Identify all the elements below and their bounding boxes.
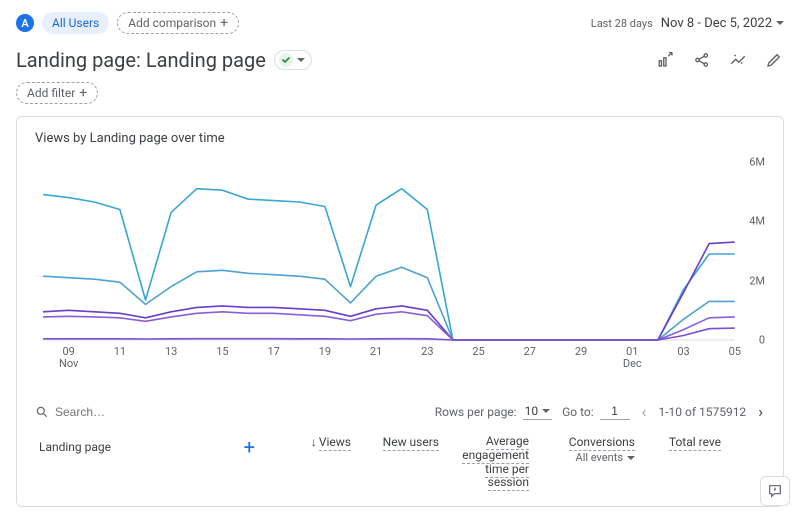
chevron-down-icon (627, 456, 635, 460)
action-icons (656, 50, 784, 70)
chat-bubble-icon (767, 483, 783, 499)
add-comparison-button[interactable]: Add comparison + (117, 12, 239, 34)
date-range-picker[interactable]: Nov 8 - Dec 5, 2022 (661, 16, 784, 31)
prev-page-button[interactable]: ‹ (640, 402, 649, 421)
chart-area: 02M4M6M09Nov1113151719212325272901Dec030… (35, 150, 765, 376)
customize-report-icon[interactable] (656, 50, 676, 70)
col-conversions[interactable]: Conversions All events (533, 431, 639, 468)
add-dimension-button[interactable]: + (244, 435, 261, 459)
col-views[interactable]: ↓Views (265, 431, 355, 453)
col-new-users[interactable]: New users (355, 431, 443, 453)
conversions-filter[interactable]: All events (537, 451, 635, 464)
sort-desc-icon: ↓ (311, 435, 317, 449)
search-icon (35, 405, 49, 419)
goto-input[interactable] (600, 403, 630, 420)
table-header: Landing page + ↓Views New users Average … (35, 431, 765, 494)
filter-bar: A All Users Add comparison + Last 28 day… (16, 12, 784, 34)
plus-icon: + (220, 15, 228, 31)
col-landing-page[interactable]: Landing page + (35, 431, 265, 463)
rows-per-page-select[interactable]: 10 (523, 404, 553, 420)
plus-icon: + (79, 85, 87, 101)
share-icon[interactable] (692, 50, 712, 70)
chart-title: Views by Landing page over time (35, 131, 765, 146)
goto-label: Go to: (562, 405, 594, 419)
status-chip[interactable] (274, 50, 312, 70)
title-row: Landing page: Landing page (16, 48, 784, 72)
col-total-revenue[interactable]: Total reve (639, 431, 725, 453)
table-controls: Rows per page: 10 Go to: ‹ 1-10 of 15759… (35, 402, 765, 421)
search-input[interactable] (55, 405, 235, 419)
chevron-down-icon (776, 21, 784, 25)
insights-icon[interactable] (728, 50, 748, 70)
chart-card: Views by Landing page over time 02M4M6M0… (16, 116, 784, 507)
pager-range: 1-10 of 1575912 (658, 405, 746, 419)
date-range-value: Nov 8 - Dec 5, 2022 (661, 16, 772, 31)
col-avg-engagement[interactable]: Average engagement time per session (443, 431, 533, 494)
search-box[interactable] (35, 405, 425, 419)
add-filter-label: Add filter (27, 86, 75, 100)
edit-icon[interactable] (764, 50, 784, 70)
chevron-down-icon (542, 409, 550, 413)
add-filter-button[interactable]: Add filter + (16, 82, 98, 104)
add-comparison-label: Add comparison (128, 16, 216, 30)
next-page-button[interactable]: › (756, 402, 765, 421)
rows-per-page-label: Rows per page: (435, 405, 517, 419)
feedback-button[interactable] (760, 476, 790, 506)
segment-badge: A (16, 14, 34, 32)
check-circle-icon (279, 53, 293, 67)
segment-all-users[interactable]: All Users (42, 12, 109, 34)
page-title: Landing page: Landing page (16, 48, 266, 72)
date-range-label: Last 28 days (591, 17, 653, 30)
chevron-down-icon (297, 58, 305, 62)
